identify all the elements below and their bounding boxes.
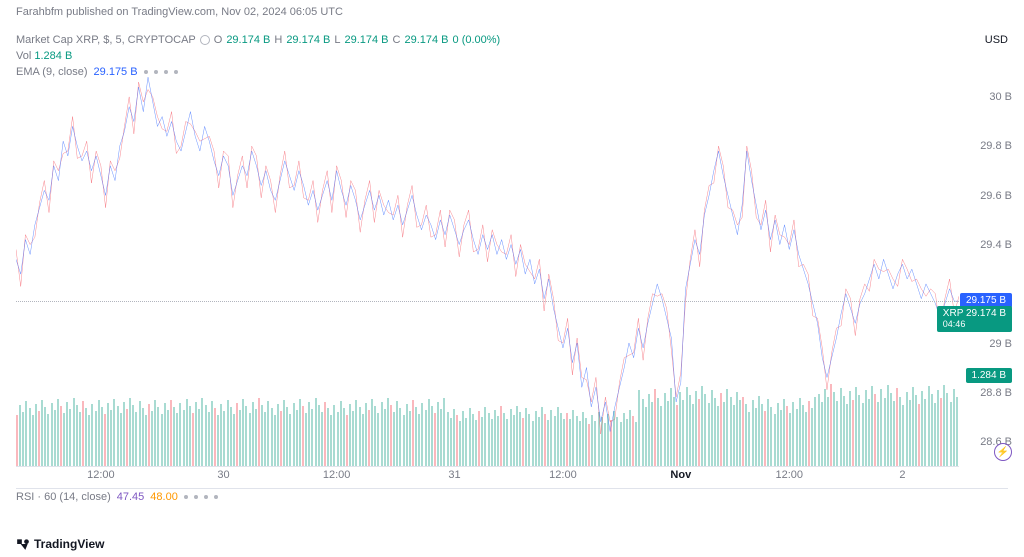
settings-dot-icon[interactable] (214, 495, 218, 499)
ohlc-h-label: H (274, 34, 282, 46)
symbol-info-row: Market Cap XRP, $, 5, CRYPTOCAP O29.174 … (16, 34, 500, 46)
visibility-icon[interactable] (200, 35, 210, 45)
x-axis-tick: 12:00 (549, 469, 577, 481)
price-line-chart (16, 60, 959, 466)
x-axis-tick: 2 (899, 469, 905, 481)
settings-dot-icon[interactable] (184, 495, 188, 499)
x-axis-tick: Nov (670, 469, 691, 481)
x-axis-tick: 12:00 (87, 469, 115, 481)
rsi-value-1: 47.45 (117, 491, 145, 503)
y-axis-tick: 29.6 B (980, 190, 1012, 202)
y-axis-tick: 29.8 B (980, 140, 1012, 152)
published-by-text: Farahbfm published on TradingView.com, N… (16, 6, 343, 18)
flash-icon[interactable]: ⚡ (994, 443, 1012, 461)
y-axis-tick: 28.8 B (980, 387, 1012, 399)
ohlc-c-value: 29.174 B (404, 34, 448, 46)
ohlc-l-value: 29.174 B (344, 34, 388, 46)
settings-dot-icon[interactable] (204, 495, 208, 499)
ohlc-l-label: L (334, 34, 340, 46)
watermark-text: TradingView (34, 537, 104, 551)
x-axis-tick: 12:00 (323, 469, 351, 481)
rsi-divider (16, 488, 1008, 489)
rsi-value-2: 48.00 (150, 491, 178, 503)
ohlc-o-label: O (214, 34, 223, 46)
chart-area[interactable] (16, 60, 959, 467)
settings-dot-icon[interactable] (194, 495, 198, 499)
y-axis-tick: 30 B (989, 91, 1012, 103)
ohlc-h-value: 29.174 B (286, 34, 330, 46)
y-axis[interactable]: 30 B29.8 B29.6 B29.4 B29 B28.8 B28.6 B (962, 60, 1012, 467)
x-axis[interactable]: 12:00 30 12:00 31 12:00 Nov 12:00 2 (16, 469, 959, 485)
currency-label: USD (985, 34, 1008, 46)
x-axis-tick: 31 (448, 469, 460, 481)
price-tag: XRP 29.174 B04:46 (937, 306, 1012, 332)
x-axis-tick: 30 (217, 469, 229, 481)
rsi-label: RSI · 60 (14, close) (16, 491, 111, 503)
tradingview-watermark[interactable]: TradingView (16, 537, 104, 551)
tradingview-logo-icon (16, 537, 30, 551)
last-price-line (16, 301, 959, 302)
ohlc-pct: 0 (0.00%) (453, 34, 501, 46)
price-tag: 1.284 B (966, 368, 1012, 383)
symbol-name: Market Cap XRP, $, 5, CRYPTOCAP (16, 34, 196, 46)
x-axis-tick: 12:00 (775, 469, 803, 481)
y-axis-tick: 29 B (989, 338, 1012, 350)
ohlc-o-value: 29.174 B (226, 34, 270, 46)
ohlc-c-label: C (393, 34, 401, 46)
y-axis-tick: 29.4 B (980, 239, 1012, 251)
rsi-row: RSI · 60 (14, close) 47.45 48.00 (16, 491, 218, 503)
